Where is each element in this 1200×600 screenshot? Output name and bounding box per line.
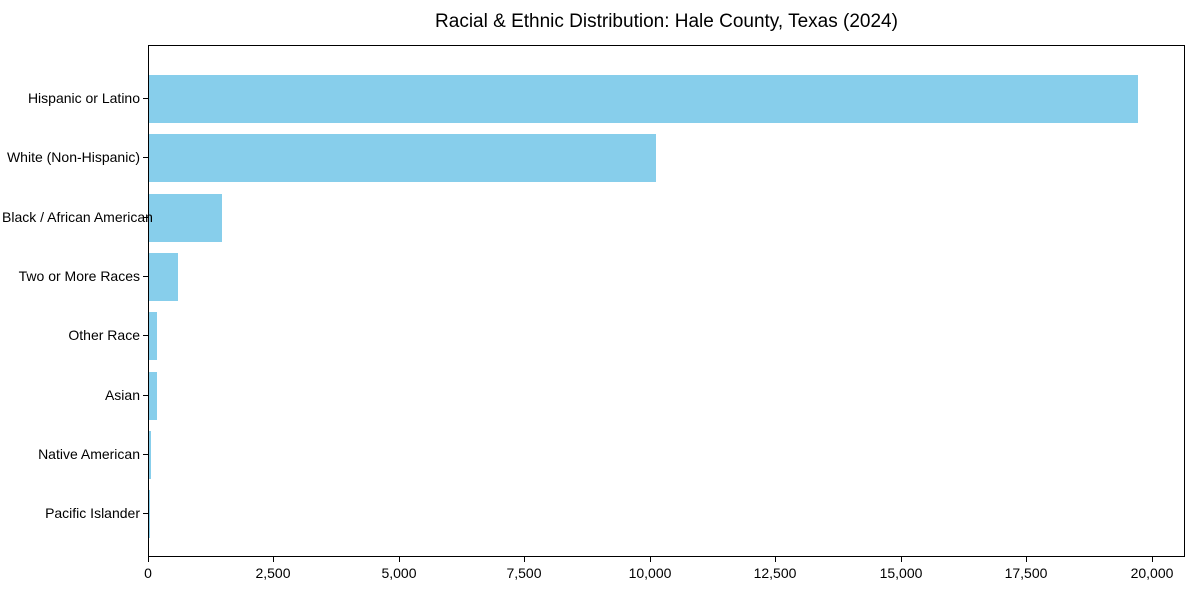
x-tick [399, 557, 400, 562]
y-tick [143, 335, 148, 336]
x-tick-label: 20,000 [1130, 565, 1174, 581]
x-tick-label: 17,500 [1004, 565, 1048, 581]
x-tick-label: 0 [144, 565, 152, 581]
y-tick [143, 395, 148, 396]
y-tick [143, 276, 148, 277]
y-tick [143, 217, 148, 218]
x-tick-label: 7,500 [506, 565, 542, 581]
y-tick [143, 513, 148, 514]
x-tick-label: 10,000 [628, 565, 672, 581]
chart-title: Racial & Ethnic Distribution: Hale Count… [435, 11, 898, 32]
bar [149, 134, 656, 183]
bar [149, 252, 178, 301]
bar [149, 371, 158, 420]
bar [149, 490, 150, 539]
x-tick [1152, 557, 1153, 562]
x-tick [1026, 557, 1027, 562]
category-label: Pacific Islander [45, 505, 140, 521]
x-tick-label: 5,000 [381, 565, 417, 581]
y-tick [143, 157, 148, 158]
bar [149, 430, 151, 479]
x-tick [273, 557, 274, 562]
y-tick [143, 454, 148, 455]
bar [149, 75, 1138, 123]
x-tick-label: 2,500 [255, 565, 291, 581]
x-tick [901, 557, 902, 562]
x-tick [148, 557, 149, 562]
bar [149, 312, 157, 361]
category-label: Other Race [68, 327, 140, 343]
category-label: Black / African American [2, 209, 153, 225]
y-tick [143, 98, 148, 99]
category-label: Two or More Races [18, 268, 140, 284]
category-label: Native American [38, 446, 140, 462]
bar [149, 193, 222, 242]
category-label: Hispanic or Latino [27, 90, 140, 106]
x-tick [524, 557, 525, 562]
category-label: Asian [104, 387, 140, 403]
plot-area [148, 45, 1185, 557]
category-label: White (Non-Hispanic) [6, 149, 140, 165]
x-tick-label: 12,500 [753, 565, 797, 581]
x-tick-label: 15,000 [879, 565, 923, 581]
x-tick [775, 557, 776, 562]
x-tick [650, 557, 651, 562]
